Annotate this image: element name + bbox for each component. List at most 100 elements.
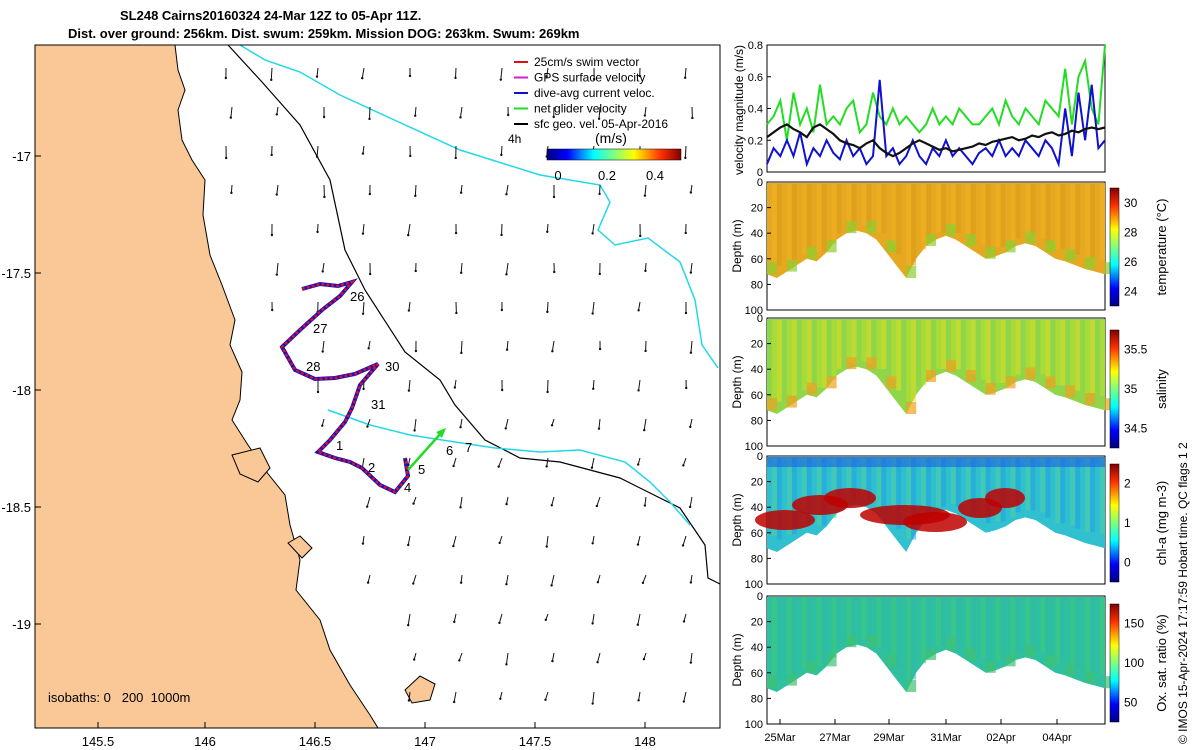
section-stripe	[906, 320, 912, 402]
current-arrow	[454, 379, 457, 388]
current-arrow-head	[459, 116, 462, 119]
section-stripe	[801, 184, 807, 255]
deep-layer-cell	[985, 660, 996, 673]
current-arrow-head	[454, 231, 458, 235]
current-arrow	[414, 184, 417, 196]
section-stripe	[876, 458, 882, 507]
section-stripe	[876, 184, 882, 233]
section-stripe	[1020, 598, 1026, 653]
day-label: 2	[368, 460, 375, 475]
deep-layer-cell	[806, 660, 817, 673]
current-arrow-head	[499, 78, 503, 81]
section-stripe	[1030, 320, 1036, 373]
current-arrow-head	[592, 77, 596, 81]
section-stripe	[1070, 320, 1076, 388]
current-arrow-head	[642, 657, 646, 661]
section-stripe	[831, 320, 837, 380]
section-stripe	[945, 458, 951, 504]
current-arrow-head	[544, 618, 548, 622]
section-stripe	[1035, 320, 1041, 375]
colorbar-tick-label: 30	[1124, 196, 1138, 210]
colorbar-title: (m/s)	[595, 130, 627, 146]
deep-layer-cell	[886, 654, 897, 667]
current-arrow	[407, 223, 411, 236]
current-arrow	[546, 301, 549, 312]
section-stripe	[1005, 184, 1011, 244]
section-stripe	[1090, 458, 1096, 532]
current-arrow-head	[361, 152, 365, 155]
current-arrow-head	[597, 427, 601, 430]
current-arrow-head	[684, 311, 688, 315]
deep-layer-cell	[866, 357, 877, 370]
section-stripe	[975, 598, 981, 658]
deep-layer-cell	[945, 223, 956, 236]
current-arrow	[408, 301, 411, 311]
section-stripe	[826, 598, 832, 658]
section-stripe	[960, 184, 966, 233]
section-stripe	[1070, 184, 1076, 252]
current-arrow-head	[591, 232, 594, 235]
section-y-tick-label: 0	[757, 313, 763, 325]
section-stripe	[1040, 184, 1046, 239]
current-arrow-head	[316, 390, 320, 394]
current-arrow	[366, 418, 371, 427]
section-stripe	[851, 598, 857, 642]
day-label: 27	[313, 321, 327, 336]
section-stripe	[866, 184, 872, 228]
section-stripe	[891, 184, 897, 244]
deep-layer-cell	[1045, 240, 1056, 253]
section-stripe	[796, 598, 802, 669]
deep-layer-cell	[846, 357, 857, 370]
section-stripe	[931, 320, 936, 375]
current-arrow-head	[270, 78, 273, 82]
section-stripe	[1020, 184, 1026, 239]
section-stripe	[841, 458, 847, 507]
section-x-tick-label: 25Mar	[764, 732, 796, 744]
current-arrow	[460, 106, 463, 118]
current-arrow-head	[689, 581, 693, 584]
section-stripe	[886, 598, 892, 658]
section-stripe	[985, 458, 991, 524]
colorbar-tick-2: 0.4	[646, 168, 664, 183]
current-arrow-head	[407, 309, 411, 312]
section-stripe	[965, 598, 971, 653]
deep-layer-cell	[985, 382, 996, 395]
map-y-axis: -17 -17.5 -18 -18.5 -19	[1, 149, 41, 632]
current-arrow-head	[597, 117, 601, 120]
current-arrow-head	[315, 155, 319, 158]
section-y-label: Depth (m)	[730, 633, 744, 686]
deep-layer-cell	[826, 376, 837, 389]
colorbar-tick-label: 150	[1124, 617, 1144, 631]
section-stripe	[776, 320, 782, 402]
colorbar-tick-0: 0	[554, 168, 561, 183]
current-arrow	[684, 145, 687, 158]
section-stripe	[1085, 458, 1091, 532]
section-stripe	[866, 458, 872, 502]
current-arrow-head	[591, 622, 594, 625]
section-stripe	[851, 320, 857, 364]
current-arrow-head	[497, 465, 500, 468]
section-stripe	[772, 184, 777, 263]
current-arrow	[682, 535, 687, 546]
current-arrow-head	[550, 504, 553, 507]
section-stripe	[1000, 320, 1006, 384]
current-arrow-head	[552, 195, 556, 199]
section-stripe	[975, 184, 981, 244]
current-arrow	[498, 457, 503, 467]
current-arrow-head	[546, 390, 549, 394]
section-stripe	[916, 598, 922, 664]
section-stripe	[881, 184, 887, 233]
current-arrow-head	[413, 114, 417, 117]
current-arrow-head	[505, 193, 508, 196]
current-arrow	[598, 418, 601, 429]
current-arrow-head	[275, 193, 278, 196]
deep-layer-cell	[906, 680, 917, 692]
section-stripe	[871, 184, 877, 228]
current-arrow-head	[504, 427, 507, 430]
colorbar-tick-label: 1	[1124, 516, 1131, 530]
section-stripe	[995, 598, 1001, 662]
current-arrow-head	[498, 541, 501, 545]
current-arrow-head	[316, 230, 319, 234]
section-stripe	[916, 320, 922, 386]
